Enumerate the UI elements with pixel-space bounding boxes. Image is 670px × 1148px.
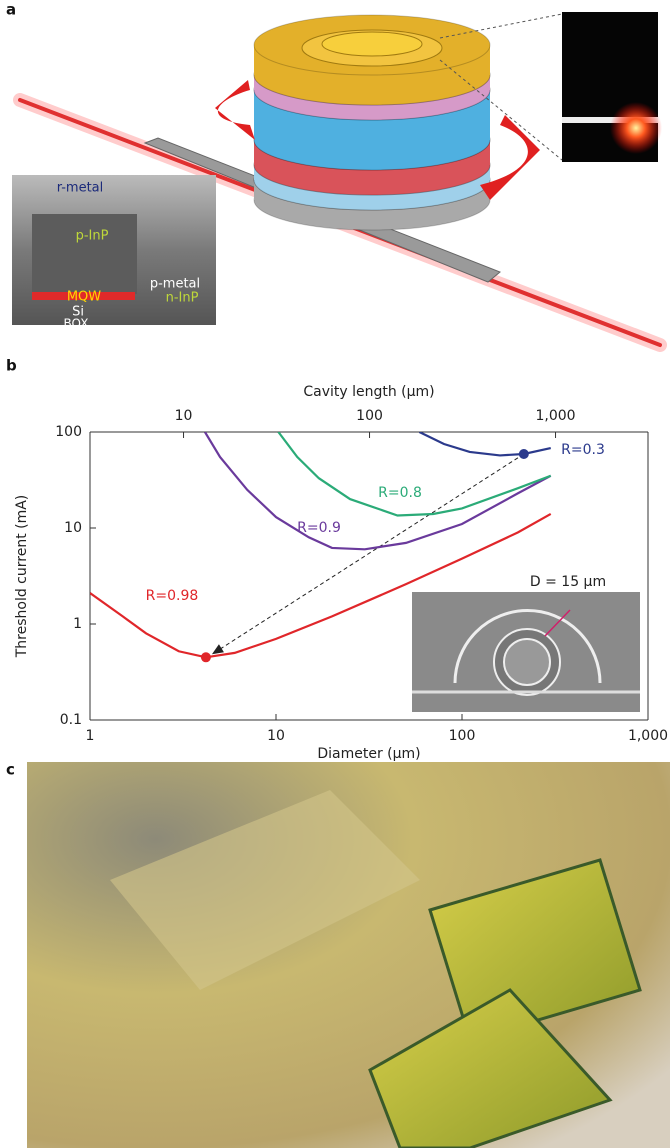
x2-axis-label: Cavity length (µm) <box>303 384 434 400</box>
y-axis-label: Threshold current (mA) <box>14 495 30 659</box>
marker <box>519 449 529 459</box>
panel-label: b <box>6 357 17 375</box>
sem-ring <box>504 639 550 685</box>
x-tick-label: 1,000 <box>628 728 668 744</box>
figure: a r-metal p-InP MQW Si BOX p-metal n-InP… <box>0 0 670 1148</box>
y-tick-label: 1 <box>73 616 82 632</box>
x2-tick-label: 100 <box>356 408 383 424</box>
sem-mesa <box>32 214 137 294</box>
inset-label: BOX <box>64 317 89 331</box>
arrow <box>215 80 255 140</box>
inset-label: p-InP <box>76 229 109 244</box>
x2-tick-label: 1,000 <box>535 408 575 424</box>
inset-label: p-metal <box>150 277 200 292</box>
line <box>419 432 550 455</box>
ring-laser <box>254 15 490 230</box>
series-label: R=0.8 <box>378 485 422 501</box>
line <box>278 432 550 515</box>
mode-profile <box>610 102 662 154</box>
inset-label: n-InP <box>166 291 199 306</box>
x-tick-label: 10 <box>267 728 285 744</box>
x-tick-label: 1 <box>86 728 95 744</box>
x-tick-label: 100 <box>449 728 476 744</box>
y-tick-label: 10 <box>64 520 82 536</box>
series-label: R=0.3 <box>561 442 605 458</box>
arrow-head <box>212 644 224 654</box>
inset-label: MQW <box>67 290 101 305</box>
inset-label: r-metal <box>57 181 104 196</box>
series-label: R=0.9 <box>297 520 341 536</box>
marker <box>201 652 211 662</box>
panel-label: c <box>6 761 15 779</box>
x-axis-label: Diameter (µm) <box>317 746 420 762</box>
series-label: R=0.98 <box>146 588 199 604</box>
panel-label: a <box>6 1 16 19</box>
y-tick-label: 0.1 <box>60 712 82 728</box>
ring-inner <box>322 32 422 56</box>
inset-label: D = 15 µm <box>530 574 606 590</box>
y-tick-label: 100 <box>55 424 82 440</box>
x2-tick-label: 10 <box>175 408 193 424</box>
